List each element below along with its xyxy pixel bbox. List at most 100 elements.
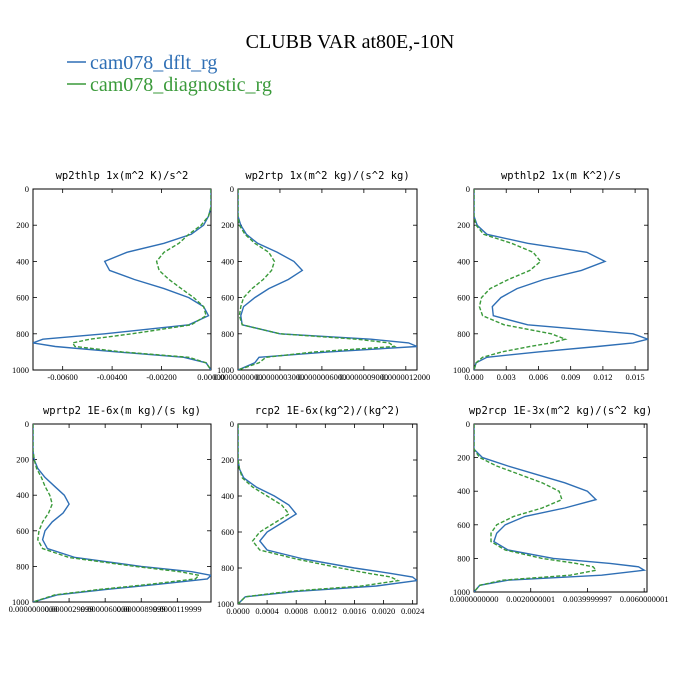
y-tick-label: 200 [16,455,29,465]
x-tick-label: -0.00400 [97,372,127,382]
y-tick-label: 200 [221,455,234,465]
y-tick-label: 800 [457,329,470,339]
series-line-diagnostic [474,424,598,592]
panel-title: wp2rcp 1E-3x(m^2 kg)/(s^2 kg) [469,405,652,417]
x-tick-label: 0.012 [593,372,612,382]
y-tick-label: 400 [16,256,29,266]
x-tick-label: 0.0008 [285,606,308,616]
legend-label-dflt: cam078_dflt_rg [90,52,217,74]
y-tick-label: 600 [16,526,29,536]
x-tick-label: 0.0000119999 [153,604,202,614]
x-tick-label: 0.0000089999 [117,604,166,614]
x-tick-label: 0.015 [626,372,645,382]
y-tick-label: 800 [16,561,29,571]
y-tick-label: 0 [230,419,234,429]
x-tick-label: 0.0000000000 [214,372,263,382]
x-tick-label: 0.0000012000 [381,372,430,382]
plot-frame [473,188,649,371]
y-tick-label: 800 [221,563,234,573]
x-tick-label: -0.00600 [47,372,77,382]
plot-frame [32,423,212,603]
x-tick-label: 0.0004 [255,606,279,616]
y-tick-label: 800 [16,329,29,339]
y-tick-label: 400 [457,486,470,496]
x-tick-label: 0.009 [561,372,580,382]
panel-1: wp2thlp 1x(m^2 K)/s^2 0 200 400 600 800 1000 -0… [12,170,225,382]
y-tick-label: 0 [466,184,470,194]
legend: cam078_dflt_rg cam078_diagnostic_rg [67,52,272,96]
panel-5: rcp2 1E-6x(kg^2)/(kg^2) 0 200 400 600 800 1000… [217,405,425,616]
figure-title: CLUBB VAR at80E,-10N [246,31,455,53]
x-tick-label: 0.00000 [197,372,225,382]
y-tick-label: 1000 [217,599,234,609]
y-tick-label: 600 [221,527,234,537]
plot-frame [32,188,212,371]
panel-title: rcp2 1E-6x(kg^2)/(kg^2) [255,405,400,417]
panel-title: wprtp2 1E-6x(m kg)/(s kg) [43,405,201,417]
x-tick-label: 0.0060000001 [620,594,669,604]
y-tick-label: 400 [221,491,234,501]
y-tick-label: 400 [457,256,470,266]
series-line-diagnostic [71,189,211,370]
x-tick-label: 0.0000000000 [450,594,499,604]
series-line-diagnostic [474,189,568,370]
y-tick-label: 600 [16,293,29,303]
y-tick-label: 1000 [12,365,29,375]
y-tick-label: 600 [457,293,470,303]
y-tick-label: 0 [25,184,29,194]
x-tick-label: 0.000 [464,372,483,382]
x-tick-label: 0.0024 [401,606,425,616]
x-tick-label: 0.0012 [314,606,337,616]
x-tick-label: -0.00200 [146,372,176,382]
x-tick-label: 0.0000 [226,606,249,616]
series-line-dflt [474,189,648,370]
y-tick-label: 200 [221,220,234,230]
y-tick-label: 400 [16,490,29,500]
legend-label-diag: cam078_diagnostic_rg [90,74,272,96]
x-tick-label: 0.0000000000 [9,604,58,614]
plot-frame [473,423,648,593]
y-tick-label: 200 [16,220,29,230]
x-tick-label: 0.006 [529,372,548,382]
panel-title: wp2rtp 1x(m^2 kg)/(s^2 kg) [245,170,409,182]
series-line-dflt [33,189,211,370]
series-line-dflt [474,424,647,592]
y-tick-label: 200 [457,220,470,230]
y-tick-label: 800 [221,329,234,339]
series-line-dflt [238,424,417,604]
series-line-diagnostic [33,424,201,602]
y-tick-label: 0 [466,419,470,429]
panel-2: wp2rtp 1x(m^2 kg)/(s^2 kg) 0 200 400 600 800 1… [214,170,431,382]
x-tick-label: 0.0000006000 [297,372,346,382]
series-line-diagnostic [238,189,397,370]
panel-4: wprtp2 1E-6x(m kg)/(s kg) 0 200 400 600 800 10… [9,405,212,614]
panels: wp2thlp 1x(m^2 K)/s^2 0 200 400 600 800 1000 -0… [9,170,669,616]
x-tick-label: 0.003 [497,372,516,382]
panel-6: wp2rcp 1E-3x(m^2 kg)/(s^2 kg) 0 200 400 600 8… [450,405,669,604]
plot-frame [237,423,418,605]
y-tick-label: 1000 [453,587,470,597]
y-tick-label: 800 [457,553,470,563]
panel-3: wpthlp2 1x(m K^2)/s020040060080010000.00… [453,170,649,382]
x-tick-label: 0.0020 [372,606,395,616]
x-tick-label: 0.0000060000 [81,604,130,614]
panel-title: wp2thlp 1x(m^2 K)/s^2 [56,170,189,182]
x-tick-label: 0.0000009000 [339,372,388,382]
y-tick-label: 0 [25,419,29,429]
y-tick-label: 1000 [12,597,29,607]
y-tick-label: 1000 [217,365,234,375]
x-tick-label: 0.0039999997 [563,594,612,604]
x-tick-label: 0.0016 [343,606,366,616]
y-tick-label: 200 [457,453,470,463]
plot-frame [237,188,418,371]
series-line-dflt [238,189,417,370]
x-tick-label: 0.0000003000 [256,372,305,382]
panel-title: wpthlp2 1x(m K^2)/s [501,170,621,182]
x-tick-label: 0.0020000001 [506,594,555,604]
x-tick-label: 0.0000029999 [45,604,94,614]
series-line-dflt [33,424,211,602]
y-tick-label: 0 [230,184,234,194]
y-tick-label: 600 [221,293,234,303]
y-tick-label: 1000 [453,365,470,375]
